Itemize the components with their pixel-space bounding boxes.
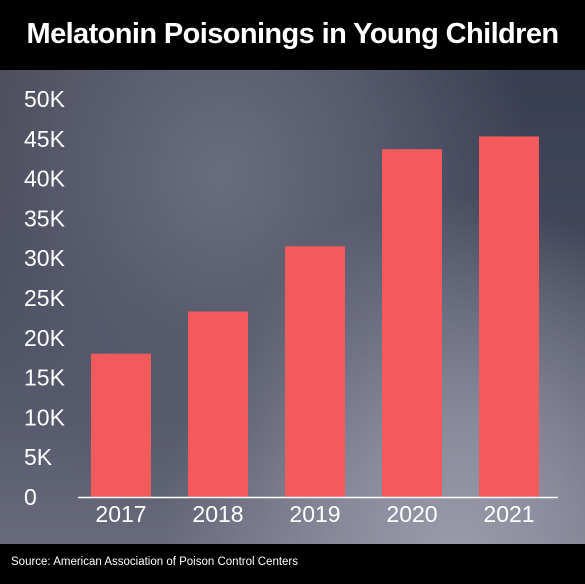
x-tick-label: 2021: [483, 501, 534, 527]
y-tick-label: 35K: [24, 205, 66, 231]
bar-2018: [188, 311, 248, 497]
bar-2021: [479, 136, 539, 498]
x-tick-label: 2019: [289, 501, 340, 527]
bar-2020: [382, 149, 442, 497]
y-tick-label: 45K: [24, 126, 66, 152]
y-tick-label: 25K: [24, 285, 66, 311]
chart-title: Melatonin Poisonings in Young Children: [26, 18, 560, 50]
source-bar: Source: American Association of Poison C…: [0, 544, 585, 584]
y-tick-label: 15K: [24, 365, 66, 391]
bar-2019: [285, 246, 345, 497]
y-tick-label: 0: [24, 484, 37, 510]
x-tick-label: 2018: [192, 501, 243, 527]
y-tick-label: 30K: [24, 245, 66, 271]
x-tick-label: 2020: [386, 501, 437, 527]
source-note: Source: American Association of Poison C…: [11, 556, 299, 568]
y-tick-label: 50K: [24, 86, 66, 112]
y-tick-label: 5K: [24, 444, 53, 470]
y-tick-label: 20K: [24, 325, 66, 351]
y-tick-label: 10K: [24, 404, 66, 430]
title-bar: Melatonin Poisonings in Young Children: [0, 0, 585, 70]
y-tick-label: 40K: [24, 166, 66, 192]
bar-2017: [91, 353, 151, 497]
x-tick-label: 2017: [95, 501, 146, 527]
